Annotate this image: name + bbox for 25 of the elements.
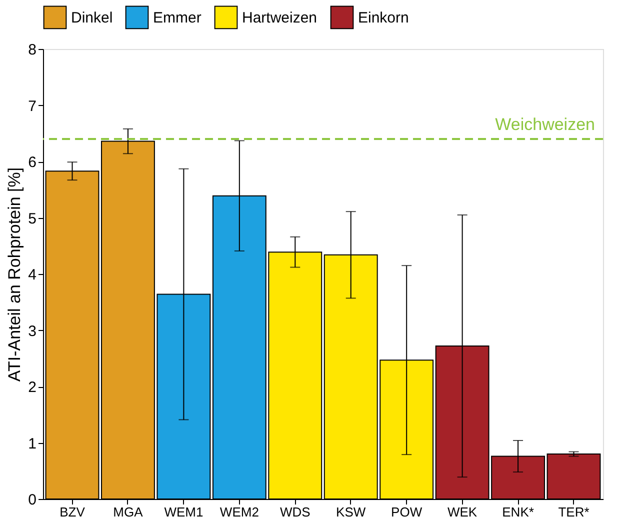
x-tick-label: WEM2 xyxy=(220,504,259,520)
legend-label: Dinkel xyxy=(71,9,113,26)
legend-label: Einkorn xyxy=(358,9,409,26)
y-tick-label: 1 xyxy=(28,435,36,452)
x-tick-label: MGA xyxy=(113,504,144,520)
y-tick-label: 6 xyxy=(28,154,36,171)
y-tick-label: 8 xyxy=(28,42,36,58)
ref-line-label: Weichweizen xyxy=(495,115,595,134)
y-tick-label: 7 xyxy=(28,98,36,115)
legend-label: Emmer xyxy=(153,9,202,26)
y-axis-title: ATI-Anteil an Rohprotein [%] xyxy=(5,167,24,382)
x-tick-label: WDS xyxy=(280,504,311,520)
x-tick-label: ENK* xyxy=(502,504,534,520)
y-tick-label: 0 xyxy=(28,492,36,508)
legend-label: Hartweizen xyxy=(242,9,318,26)
x-tick-label: POW xyxy=(391,504,423,520)
y-tick-label: 4 xyxy=(28,266,36,284)
x-tick-label: BZV xyxy=(60,504,86,520)
y-tick-label: 3 xyxy=(28,322,36,340)
x-tick-label: WEM1 xyxy=(164,504,204,520)
x-tick-label: KSW xyxy=(336,504,366,520)
y-tick-label: 2 xyxy=(28,379,36,396)
y-tick-label: 5 xyxy=(28,210,36,228)
x-tick-label: WEK xyxy=(447,504,478,520)
x-tick-label: TER* xyxy=(558,504,590,520)
